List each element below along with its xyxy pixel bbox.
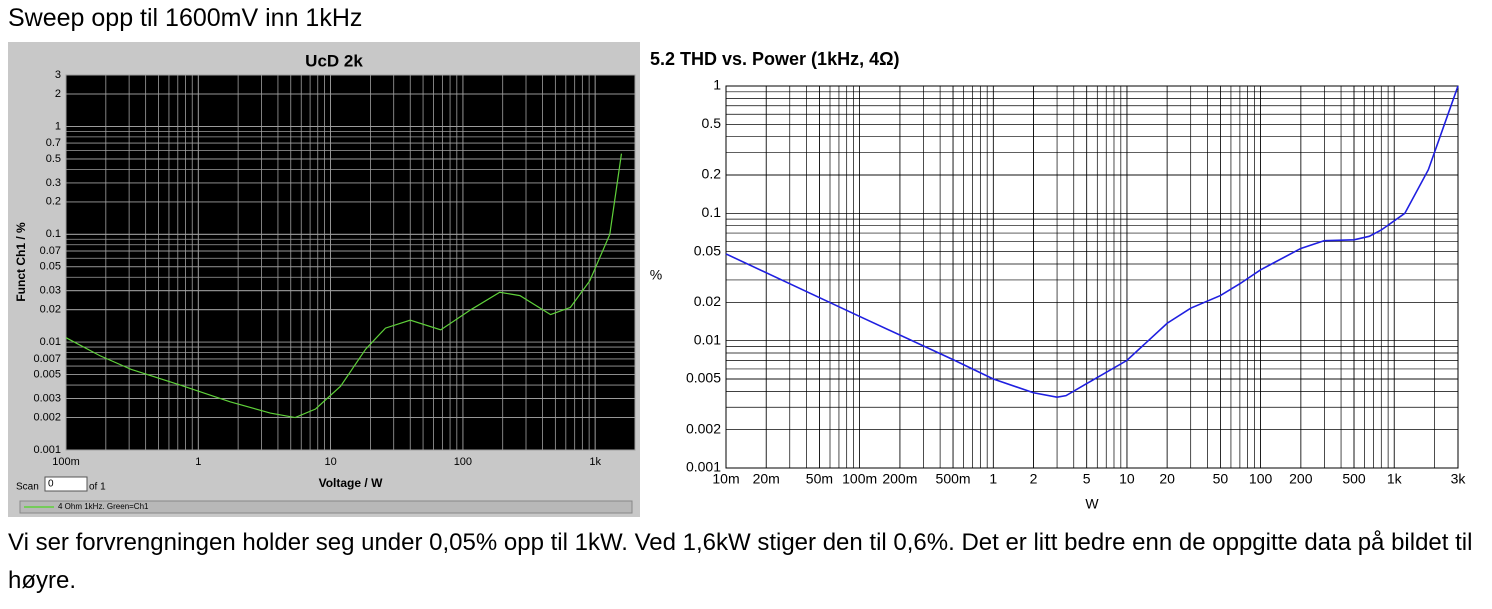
x-tick-label: 100 (454, 456, 472, 468)
x-tick-label: 1 (195, 456, 201, 468)
y-tick-label: 0.5 (46, 153, 61, 165)
x-tick-label: 200m (882, 471, 917, 487)
scan-input[interactable] (44, 476, 88, 492)
y-tick-label: 0.2 (702, 166, 722, 182)
data-line (65, 153, 623, 419)
y-tick-label: 0.001 (33, 444, 61, 456)
y-tick-label: 0.01 (40, 336, 61, 348)
x-tick-label: 20 (1159, 471, 1175, 487)
y-tick-label: 0.03 (40, 285, 61, 297)
y-tick-label: 0.002 (686, 420, 721, 436)
x-axis-label: Voltage / W (319, 476, 383, 490)
y-tick-label: 0.007 (33, 353, 61, 365)
y-tick-label: 3 (55, 69, 61, 81)
y-tick-label: 0.01 (694, 331, 721, 347)
scan-label: Scan (16, 482, 39, 493)
y-tick-label: 0.001 (686, 459, 721, 475)
x-tick-label: 1k (589, 456, 601, 468)
x-tick-label: 50m (806, 471, 833, 487)
y-tick-label: 0.3 (46, 177, 61, 189)
y-tick-label: 0.003 (33, 392, 61, 404)
y-tick-label: 1 (55, 120, 61, 132)
x-tick-label: 100m (52, 456, 80, 468)
y-tick-label: 0.002 (33, 411, 61, 423)
y-tick-label: 2 (55, 88, 61, 100)
plot-area (725, 85, 1459, 469)
y-tick-label: 0.05 (40, 261, 61, 273)
x-tick-label: 1k (1387, 471, 1403, 487)
x-tick-label: 10 (324, 456, 336, 468)
x-tick-label: 1 (989, 471, 997, 487)
x-tick-label: 20m (753, 471, 780, 487)
x-tick-label: 5 (1083, 471, 1091, 487)
body-text: Vi ser forvrengningen holder seg under 0… (8, 529, 1473, 594)
x-axis-label: W (1085, 496, 1099, 512)
x-tick-label: 3k (1451, 471, 1467, 487)
y-axis-label: % (650, 267, 662, 283)
x-tick-label: 50 (1213, 471, 1229, 487)
x-tick-label: 100 (1249, 471, 1273, 487)
x-tick-label: 500m (936, 471, 971, 487)
y-tick-label: 1 (713, 77, 721, 93)
y-tick-label: 0.7 (46, 137, 61, 149)
y-tick-label: 0.07 (40, 245, 61, 257)
chart-title: 5.2 THD vs. Power (1kHz, 4Ω) (650, 49, 900, 69)
y-tick-label: 0.1 (46, 228, 61, 240)
x-tick-label: 10m (712, 471, 739, 487)
x-tick-label: 200 (1289, 471, 1313, 487)
y-tick-label: 0.02 (694, 293, 721, 309)
y-tick-label: 0.005 (33, 369, 61, 381)
y-tick-label: 0.1 (702, 204, 722, 220)
y-tick-label: 0.5 (702, 115, 722, 131)
x-tick-label: 100m (842, 471, 877, 487)
y-axis-label: Funct Ch1 / % (14, 222, 28, 302)
chart-title: UcD 2k (305, 51, 363, 70)
y-tick-label: 0.2 (46, 196, 61, 208)
heading: Sweep opp til 1600mV inn 1kHz (8, 4, 363, 32)
data-line (725, 85, 1459, 398)
plot-area (65, 74, 636, 451)
legend-box (19, 500, 633, 514)
x-tick-label: 500 (1342, 471, 1366, 487)
x-tick-label: 2 (1030, 471, 1038, 487)
x-tick-label: 10 (1119, 471, 1135, 487)
charts: Scan 0 of 1 0.001 0.002 0.003 0.005 0.007 0.0… (8, 42, 1467, 517)
scan-of: of 1 (89, 482, 106, 493)
scan-value: 0 (48, 479, 54, 490)
y-tick-label: 0.005 (686, 370, 721, 386)
y-tick-label: 0.05 (694, 242, 721, 258)
y-tick-label: 0.02 (40, 304, 61, 316)
legend-label: 4 Ohm 1kHz. Green=Ch1 (58, 502, 149, 511)
